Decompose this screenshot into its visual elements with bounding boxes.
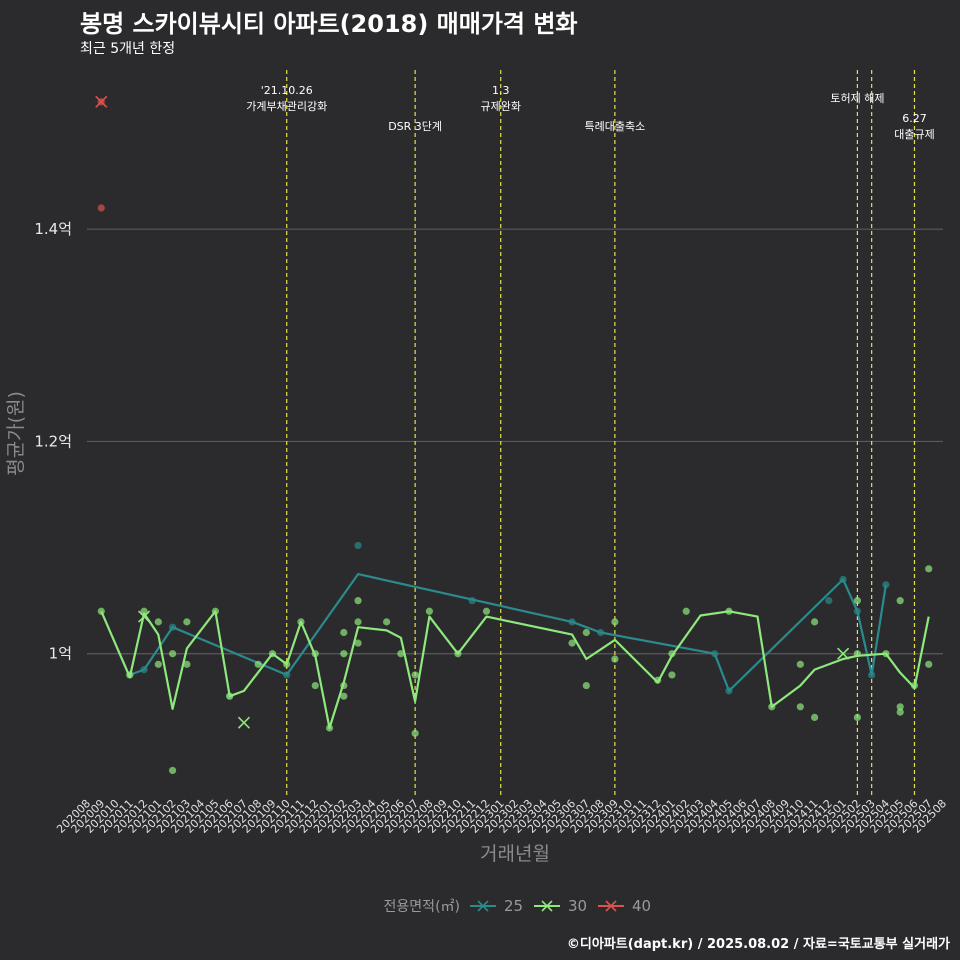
series-30-point: [326, 724, 333, 731]
series-25-point: [868, 671, 875, 678]
series-25-point: [469, 597, 476, 604]
legend-label: 25: [504, 897, 523, 915]
legend-label: 30: [568, 897, 587, 915]
series-25-point: [283, 671, 290, 678]
series-30-point: [654, 677, 661, 684]
series-30-point: [911, 682, 918, 689]
series-40-marker: [96, 96, 107, 107]
series-30-point: [797, 703, 804, 710]
series-30-point: [354, 597, 361, 604]
event-label: DSR 3단계: [388, 120, 442, 133]
series-30-point: [683, 608, 690, 615]
series-30-point: [583, 682, 590, 689]
series-30-point: [811, 618, 818, 625]
series-30-marker: [238, 717, 249, 728]
event-label: 가계부채관리강화: [246, 100, 327, 113]
series-30-point: [568, 640, 575, 647]
event-label: 특례대출축소: [584, 120, 645, 133]
series-30-point: [611, 655, 618, 662]
series-25-point: [725, 687, 732, 694]
series-30-point: [397, 650, 404, 657]
series-30-point: [925, 661, 932, 668]
series-30-point: [98, 608, 105, 615]
series-25-point: [354, 542, 361, 549]
series-25-point: [882, 581, 889, 588]
series-30-point: [340, 693, 347, 700]
series-30-point: [882, 650, 889, 657]
series-30-point: [183, 661, 190, 668]
series-30-point: [412, 730, 419, 737]
series-30-point: [169, 650, 176, 657]
series-30-point: [725, 608, 732, 615]
legend-label: 40: [632, 897, 651, 915]
series-30-point: [426, 608, 433, 615]
series-30-point: [226, 693, 233, 700]
series-25-point: [840, 576, 847, 583]
series-40-point: [98, 204, 105, 211]
series-30-point: [854, 714, 861, 721]
series-30-point: [897, 708, 904, 715]
series-25-point: [854, 608, 861, 615]
series-30-point: [412, 671, 419, 678]
series-30-point: [668, 671, 675, 678]
event-label: 6.27: [902, 112, 927, 125]
series-25-line: [130, 574, 886, 691]
series-30-point: [611, 618, 618, 625]
series-25-point: [140, 666, 147, 673]
series-30-point: [340, 682, 347, 689]
series-30-point: [483, 608, 490, 615]
series-30-point: [283, 661, 290, 668]
series-30-point: [811, 714, 818, 721]
event-label: 토허제 해제: [830, 91, 884, 105]
legend-title: 전용면적(㎡): [384, 899, 460, 915]
event-label: 1.3: [492, 84, 510, 97]
y-axis-title: 평균가(원): [5, 391, 27, 476]
series-30-point: [155, 661, 162, 668]
series-30-point: [340, 629, 347, 636]
series-25-point: [597, 629, 604, 636]
series-30-point: [668, 650, 675, 657]
series-30-line: [101, 611, 928, 728]
series-25-point: [825, 597, 832, 604]
series-30-point: [897, 597, 904, 604]
series-30-point: [312, 650, 319, 657]
series-30-point: [854, 597, 861, 604]
series-25-point: [568, 618, 575, 625]
series-30-point: [797, 661, 804, 668]
series-30-point: [126, 671, 133, 678]
series-30-point: [269, 650, 276, 657]
source-caption: ©디아파트(dapt.kr) / 2025.08.02 / 자료=국토교통부 실…: [567, 933, 950, 952]
series-30-point: [854, 650, 861, 657]
series-30-point: [768, 703, 775, 710]
event-label: 규제완화: [480, 100, 520, 113]
series-30-point: [297, 618, 304, 625]
series-30-point: [169, 767, 176, 774]
x-axis-title: 거래년월: [480, 843, 550, 865]
y-tick-label: 1.2억: [34, 432, 72, 450]
y-tick-label: 1억: [49, 645, 72, 663]
event-label: 대출규제: [894, 128, 934, 141]
series-30-point: [183, 618, 190, 625]
series-30-point: [340, 650, 347, 657]
series-30-point: [583, 629, 590, 636]
series-30-point: [255, 661, 262, 668]
series-30-point: [312, 682, 319, 689]
series-25-point: [711, 650, 718, 657]
event-label: '21.10.26: [261, 84, 313, 97]
series-30-point: [354, 618, 361, 625]
series-30-point: [925, 565, 932, 572]
series-30-point: [354, 640, 361, 647]
y-tick-label: 1.4억: [34, 220, 72, 238]
series-30-point: [155, 618, 162, 625]
series-30-point: [454, 650, 461, 657]
series-30-point: [212, 608, 219, 615]
series-30-point: [383, 618, 390, 625]
series-25-point: [169, 624, 176, 631]
